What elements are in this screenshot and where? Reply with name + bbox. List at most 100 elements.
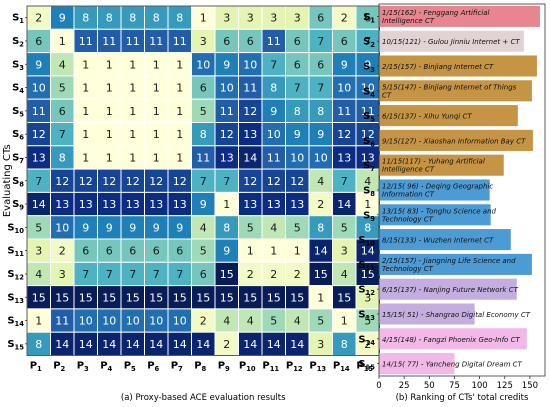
- heatmap-value: 7: [106, 268, 113, 281]
- heatmap-value: 9: [176, 221, 183, 234]
- bar-label: 8/15(133) - Wuzhen Internet CT: [382, 237, 494, 245]
- heatmap-value: 12: [102, 175, 116, 188]
- heatmap-value: 1: [176, 58, 183, 71]
- credit-bar: [379, 30, 524, 52]
- credit-bar: [379, 179, 490, 201]
- row-label: S13: [7, 292, 24, 305]
- heatmap-value: 5: [317, 315, 324, 328]
- caption-b: (b) Ranking of CTs' total credits: [396, 393, 529, 403]
- heatmap-value: 14: [149, 338, 163, 351]
- bar-label: 11/15(117) - Yuhang Artificial: [382, 158, 485, 166]
- x-tick-label: 125: [497, 381, 513, 391]
- heatmap-value: 4: [59, 58, 66, 71]
- heatmap-value: 6: [59, 105, 66, 118]
- heatmap-value: 1: [176, 82, 183, 95]
- col-label: P13: [309, 361, 326, 374]
- heatmap-value: 8: [153, 12, 160, 25]
- heatmap-value: 7: [364, 35, 371, 48]
- bar-label: 12/15( 96) - Deqing Geographic: [382, 183, 493, 191]
- row-label: S4: [12, 83, 24, 96]
- heatmap-value: 1: [59, 35, 66, 48]
- bar-axes-frame: [378, 3, 546, 377]
- heatmap-value: 9: [35, 58, 42, 71]
- heatmap-value: 5: [200, 245, 207, 258]
- heatmap-value: 8: [223, 221, 230, 234]
- heatmap-value: 10: [102, 315, 116, 328]
- heatmap-value: 5: [294, 221, 301, 234]
- credit-bar: [379, 253, 532, 275]
- heatmap-value: 7: [317, 82, 324, 95]
- credit-bar: [379, 328, 527, 350]
- heatmap-value: 12: [126, 175, 140, 188]
- heatmap-value: 1: [364, 198, 371, 211]
- heatmap-value: 12: [79, 175, 93, 188]
- heatmap-value: 6: [317, 12, 324, 25]
- heatmap-value: 2: [364, 338, 371, 351]
- heatmap-value: 1: [341, 315, 348, 328]
- credit-bar: [379, 80, 532, 102]
- col-label: P3: [77, 361, 89, 374]
- heatmap-value: 14: [267, 338, 281, 351]
- bar-category-label: S1: [363, 12, 375, 25]
- heatmap-value: 14: [196, 338, 210, 351]
- heatmap-value: 2: [270, 268, 277, 281]
- heatmap-value: 4: [270, 221, 277, 234]
- heatmap-value: 6: [317, 58, 324, 71]
- heatmap-value: 6: [294, 58, 301, 71]
- heatmap-value: 13: [79, 198, 93, 211]
- heatmap-value: 1: [129, 128, 136, 141]
- heatmap-value: 10: [290, 151, 304, 164]
- heatmap-value: 13: [337, 151, 351, 164]
- heatmap-value: 5: [200, 105, 207, 118]
- heatmap-value: 11: [126, 35, 140, 48]
- heatmap-value: 5: [35, 221, 42, 234]
- row-label: S3: [12, 59, 24, 72]
- heatmap-value: 1: [317, 291, 324, 304]
- col-label: P1: [30, 361, 42, 374]
- x-tick-label: 150: [522, 381, 538, 391]
- heatmap-value: 6: [82, 245, 89, 258]
- heatmap-value: 4: [247, 315, 254, 328]
- heatmap-value: 3: [294, 12, 301, 25]
- heatmap-value: 3: [59, 268, 66, 281]
- heatmap-value: 11: [220, 105, 234, 118]
- row-label: S11: [7, 246, 24, 259]
- heatmap-value: 8: [129, 12, 136, 25]
- bar-label: 9/15(127) - Xiaoshan Information Bay CT: [382, 137, 526, 145]
- heatmap-value: 8: [317, 105, 324, 118]
- heatmap-value: 11: [243, 82, 257, 95]
- heatmap-value: 2: [59, 245, 66, 258]
- heatmap-value: 9: [317, 128, 324, 141]
- heatmap-value: 12: [220, 128, 234, 141]
- heatmap-value: 10: [267, 128, 281, 141]
- heatmap-value: 9: [294, 128, 301, 141]
- heatmap-value: 8: [176, 12, 183, 25]
- heatmap-value: 10: [173, 315, 187, 328]
- col-label: P10: [239, 361, 256, 374]
- heatmap-value: 1: [106, 105, 113, 118]
- heatmap-value: 4: [223, 315, 230, 328]
- heatmap-value: 7: [294, 82, 301, 95]
- bar-category-label: S5: [363, 111, 375, 124]
- col-label: P14: [333, 361, 350, 374]
- heatmap-value: 9: [200, 198, 207, 211]
- bar-category-label: S4: [363, 86, 375, 99]
- heatmap-value: 13: [267, 198, 281, 211]
- heatmap-value: 7: [270, 58, 277, 71]
- bar-panel: 1/15(162) - Fenggang ArtificialIntellige…: [358, 3, 546, 403]
- heatmap-value: 6: [176, 245, 183, 258]
- heatmap-value: 7: [153, 268, 160, 281]
- heatmap-value: 11: [267, 35, 281, 48]
- heatmap-value: 7: [82, 268, 89, 281]
- heatmap-value: 14: [173, 338, 187, 351]
- heatmap-value: 8: [82, 12, 89, 25]
- heatmap-value: 14: [79, 338, 93, 351]
- row-label: S7: [12, 152, 24, 165]
- heatmap-value: 1: [106, 151, 113, 164]
- bar-label: 13/15( 83) - Tonghu Science and: [382, 207, 497, 215]
- x-tick-label: 25: [399, 381, 410, 391]
- heatmap-value: 9: [223, 245, 230, 258]
- heatmap-value: 6: [153, 245, 160, 258]
- heatmap-value: 1: [223, 198, 230, 211]
- bar-category-label: S10: [358, 235, 375, 248]
